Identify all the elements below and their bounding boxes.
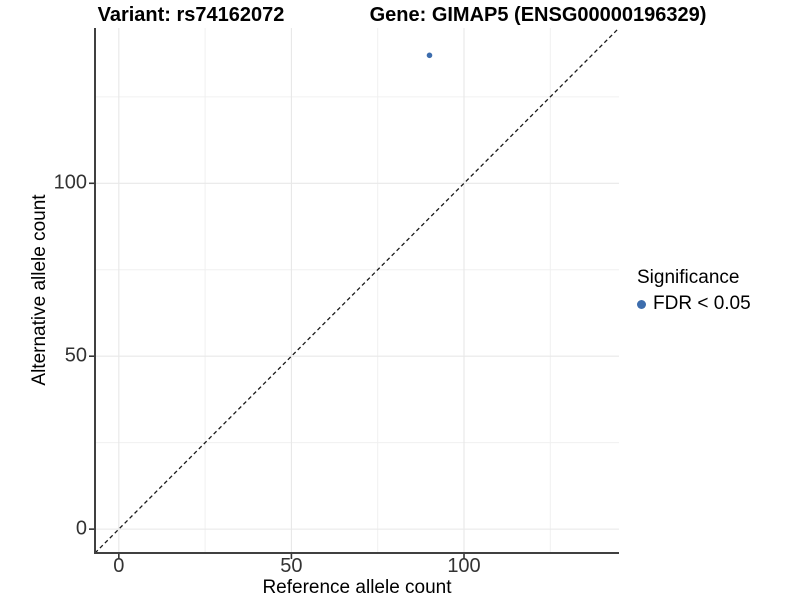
legend-dot-icon	[637, 299, 646, 309]
legend-item-label: FDR < 0.05	[653, 292, 751, 314]
legend-title: Significance	[637, 267, 740, 288]
x-tick-label: 0	[113, 555, 125, 577]
data-point	[426, 52, 433, 59]
plot-title-gene: Gene: GIMAP5 (ENSG00000196329)	[369, 4, 707, 26]
legend-item: FDR < 0.05	[637, 293, 751, 316]
plot-title-variant: Variant: rs74162072	[97, 4, 285, 26]
y-tick-label: 0	[75, 517, 87, 540]
y-axis-title: Alternative allele count	[29, 194, 50, 386]
x-axis-title: Reference allele count	[262, 577, 452, 598]
legend: Significance FDR < 0.05	[637, 267, 751, 316]
y-tick-label: 50	[64, 344, 87, 367]
identity-reference-line	[94, 27, 620, 554]
x-tick-label: 50	[280, 555, 303, 577]
y-tick-label: 100	[53, 171, 87, 194]
x-tick-label: 100	[447, 555, 481, 577]
